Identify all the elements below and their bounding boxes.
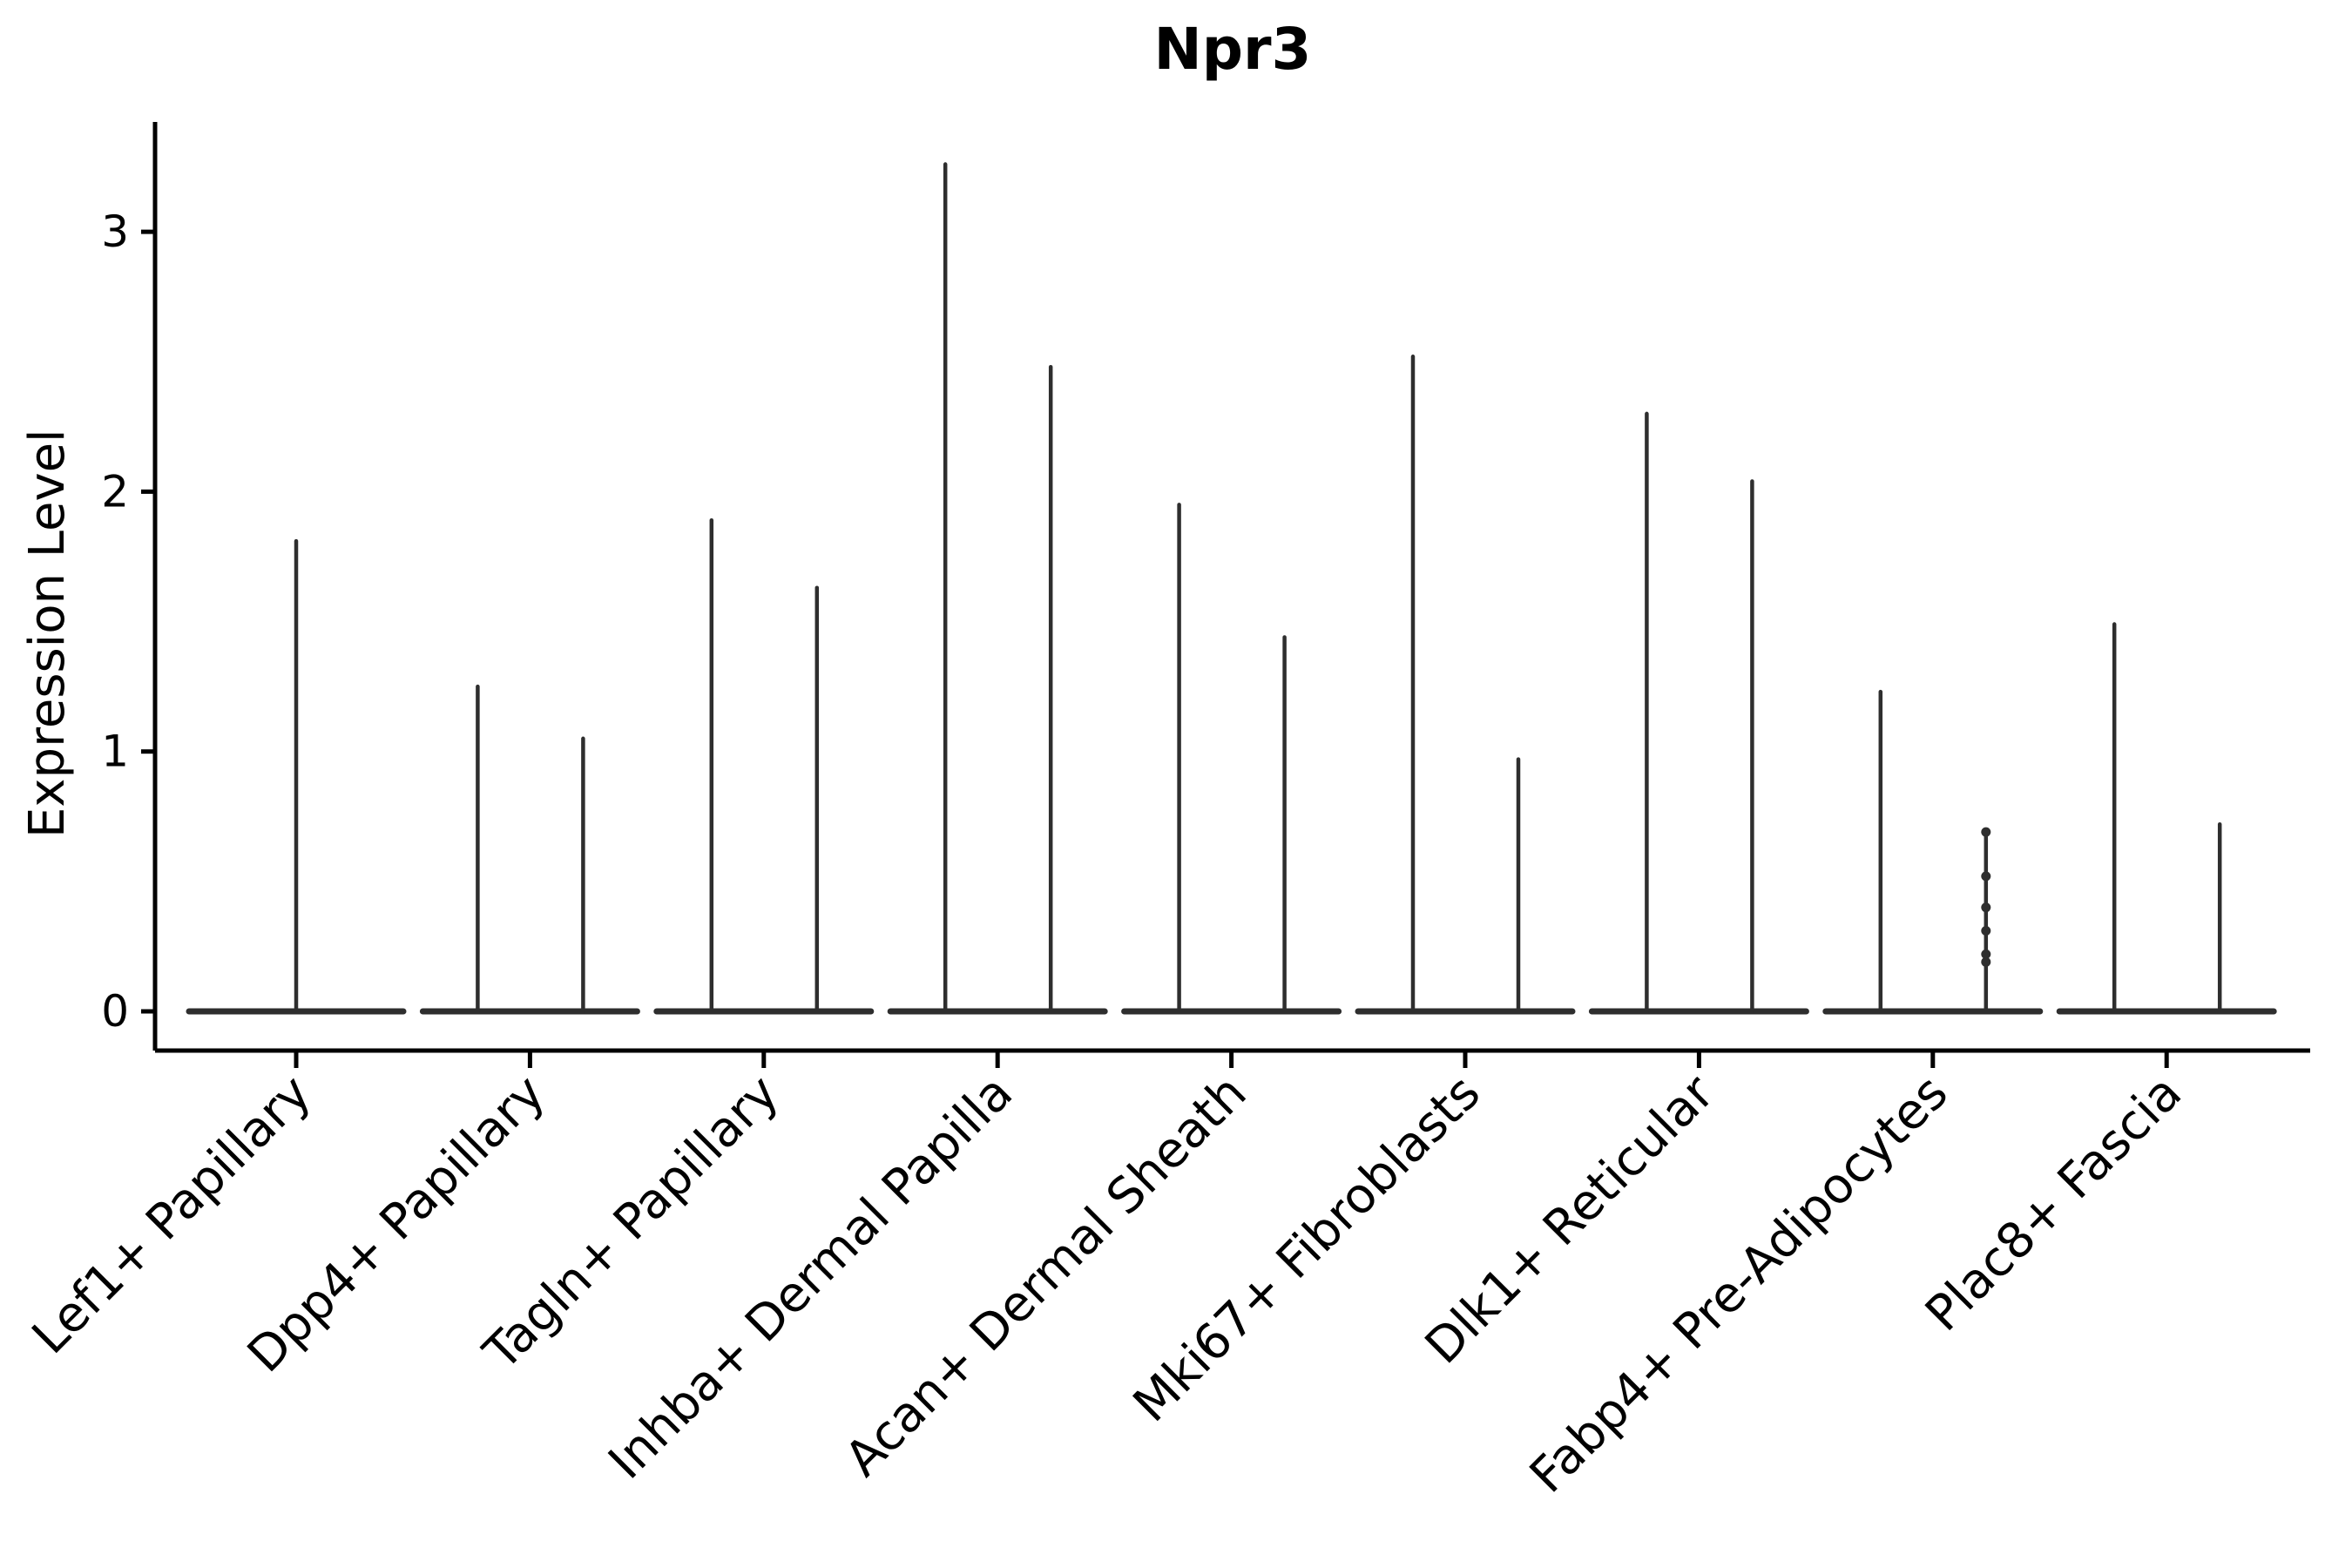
jitter-point	[1981, 902, 1991, 913]
y-tick-label: 1	[101, 727, 129, 777]
y-tick-label: 2	[101, 466, 129, 517]
x-tick-label: Acan+ Dermal Sheath	[835, 1064, 1258, 1488]
jitter-point	[1981, 827, 1991, 837]
x-tick-label: Inhba+ Dermal Papilla	[598, 1064, 1024, 1490]
plot-title: Npr3	[1153, 16, 1312, 83]
y-tick-label: 3	[101, 206, 129, 257]
jitter-point	[1981, 949, 1991, 959]
x-tick-label: Fabp4+ Pre-Adipocytes	[1519, 1064, 1959, 1504]
jitter-point	[1981, 871, 1991, 882]
jitter-point	[1981, 926, 1991, 936]
y-tick-label: 0	[101, 986, 129, 1037]
jitter-point	[1981, 956, 1991, 967]
